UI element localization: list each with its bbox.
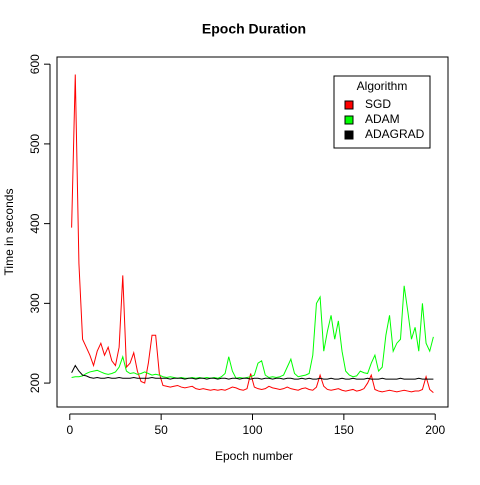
x-axis-label: Epoch number — [215, 449, 293, 463]
x-tick-label: 200 — [425, 423, 445, 437]
y-axis-label: Time in seconds — [2, 189, 16, 276]
x-tick-label: 50 — [154, 423, 168, 437]
series-line — [71, 74, 434, 394]
y-tick-label: 300 — [28, 293, 42, 313]
x-tick-label: 0 — [66, 423, 73, 437]
plot-frame — [56, 56, 449, 408]
chart-title: Epoch Duration — [202, 21, 306, 37]
legend-title: Algorithm — [357, 79, 408, 93]
legend-swatch — [344, 100, 354, 110]
legend-label: SGD — [365, 97, 391, 111]
series-line — [71, 285, 434, 379]
series-line — [71, 364, 434, 380]
x-tick-label: 150 — [334, 423, 354, 437]
legend-swatch — [344, 115, 354, 125]
legend-swatch — [344, 130, 354, 140]
y-tick-label: 400 — [28, 213, 42, 233]
legend-label: ADAGRAD — [365, 127, 425, 141]
y-tick-label: 500 — [28, 134, 42, 154]
y-tick-label: 600 — [28, 54, 42, 74]
x-tick-label: 100 — [242, 423, 262, 437]
legend-label: ADAM — [365, 112, 400, 126]
y-tick-label: 200 — [28, 373, 42, 393]
